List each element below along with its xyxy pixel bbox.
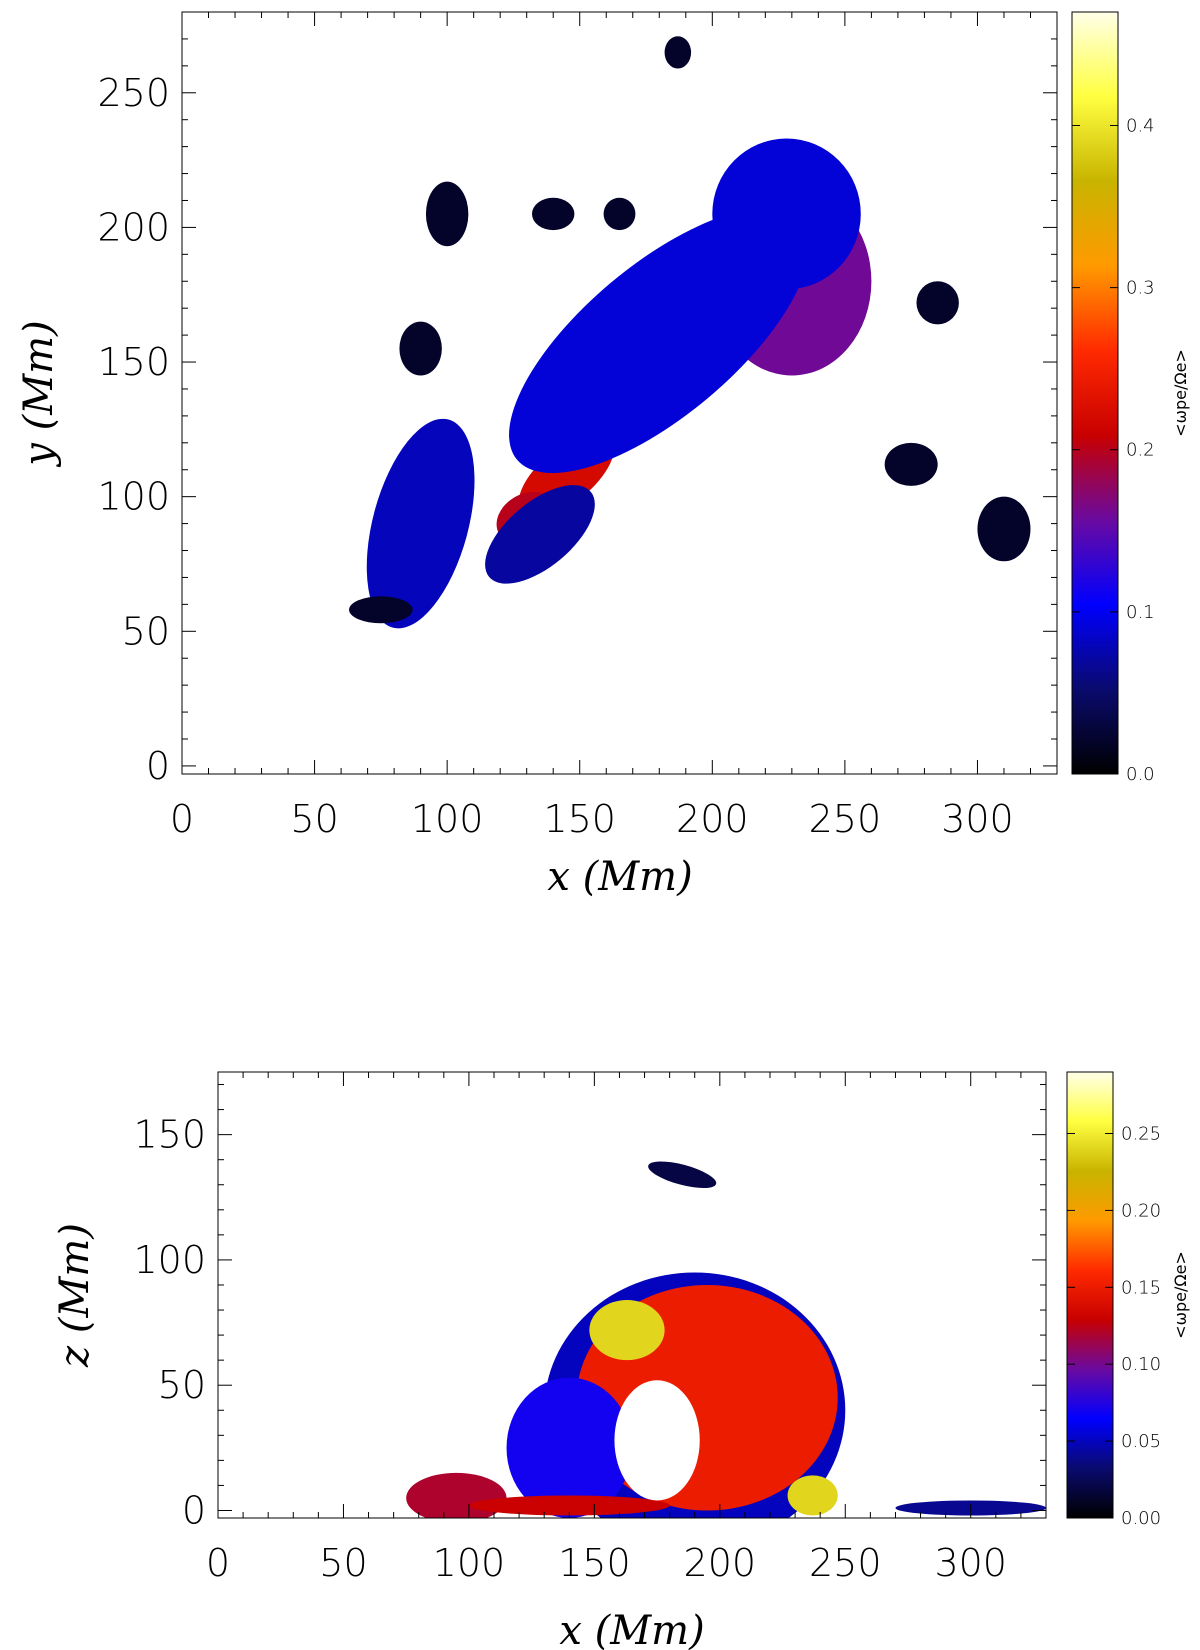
field-region-14 [425,181,469,247]
field-region-4 [506,1377,632,1518]
bottom-axis-ticks: 0 50 100 150 200 250 300 0 50 100 150 [133,1072,1046,1585]
field-region-7 [648,1161,717,1189]
x-tick-label: 150 [558,1541,631,1585]
y-tick-label: 50 [158,1363,206,1407]
bottom-colorbar-label: <ωpe/Ωe> [1171,1251,1190,1339]
colorbar-tick-label: 0.05 [1121,1431,1161,1452]
field-region-9 [614,1380,700,1501]
field-region-18 [916,281,959,325]
colorbar-tick-label: 0.0 [1126,764,1155,785]
colorbar-tick-label: 0.00 [1121,1508,1161,1529]
field-region-8 [509,207,810,474]
y-tick-label: 150 [133,1113,206,1157]
x-tick-label: 250 [809,1541,882,1585]
x-tick-label: 300 [941,797,1014,841]
top-axis-ticks: 0 50 100 150 200 250 300 0 50 100 150 200 250 [97,11,1057,841]
colorbar-tick-label: 0.2 [1126,440,1155,461]
y-tick-label: 200 [97,205,170,249]
top-panel: 0 50 100 150 200 250 300 0 50 100 150 200 250 x (Mm)… [16,11,1190,900]
field-region-3 [787,1475,838,1516]
y-tick-label: 250 [97,71,170,115]
x-tick-label: 50 [319,1541,367,1585]
field-region-2 [589,1300,665,1361]
x-tick-label: 100 [411,797,484,841]
field-region-12 [977,496,1031,562]
field-region-16 [532,197,575,231]
x-tick-label: 250 [809,797,882,841]
top-heatmap-field [349,36,1031,629]
x-tick-label: 300 [934,1541,1007,1585]
field-region-17 [603,197,636,231]
colorbar-tick-label: 0.10 [1121,1354,1161,1375]
colorbar-tick-label: 0.20 [1121,1200,1161,1221]
x-tick-label: 150 [543,797,616,841]
bottom-colorbar: 0.00 0.05 0.10 0.15 0.20 0.25 [1066,1071,1161,1529]
field-region-5 [406,1472,507,1518]
x-tick-label: 100 [433,1541,506,1585]
x-tick-label: 0 [206,1541,230,1585]
colorbar-tick-label: 0.3 [1126,278,1155,299]
y-tick-label: 150 [97,340,170,384]
y-tick-label: 0 [182,1488,206,1532]
field-region-9 [485,485,595,584]
y-tick-label: 50 [122,609,170,653]
colorbar-tick-label: 0.1 [1126,602,1155,623]
colorbar-tick-label: 0.15 [1121,1277,1161,1298]
bottom-y-axis-title: z (Mm) [52,1223,98,1368]
field-region-10 [664,36,692,69]
field-region-13 [884,442,938,486]
bottom-x-axis-title: x (Mm) [559,1608,704,1650]
colorbar-tick-label: 0.4 [1126,115,1155,136]
x-tick-label: 0 [170,797,194,841]
top-colorbar-label: <ωpe/Ωe> [1171,349,1190,437]
bottom-plot-frame [217,1071,1047,1519]
top-y-axis-title: y (Mm) [16,320,62,467]
y-tick-label: 0 [146,744,170,788]
x-tick-label: 200 [676,797,749,841]
top-x-axis-title: x (Mm) [547,854,692,900]
top-plot-frame [181,11,1058,775]
colorbar-gradient [1071,11,1119,775]
field-region-6 [366,418,475,629]
field-region-6 [468,1495,670,1516]
colorbar-tick-label: 0.25 [1121,1124,1161,1145]
bottom-heatmap-field [406,1161,1046,1518]
colorbar-gradient [1066,1071,1114,1519]
top-colorbar: 0.0 0.1 0.2 0.3 0.4 [1071,11,1155,785]
y-tick-label: 100 [97,475,170,519]
y-tick-label: 100 [133,1238,206,1282]
bottom-panel: 0 50 100 150 200 250 300 0 50 100 150 x (Mm) z (Mm… [52,1071,1190,1650]
x-tick-label: 200 [684,1541,757,1585]
field-region-11 [349,596,413,624]
field-region-15 [399,321,442,376]
x-tick-label: 50 [290,797,338,841]
